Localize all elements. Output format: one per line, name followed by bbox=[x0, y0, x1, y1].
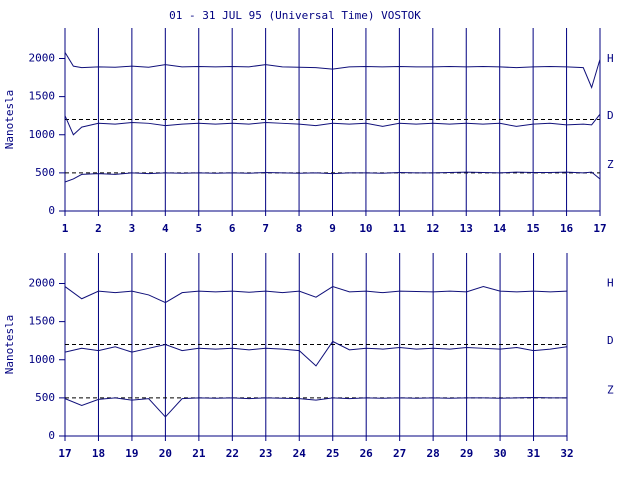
x-tick-label: 30 bbox=[493, 447, 506, 460]
x-tick-label: 12 bbox=[426, 222, 439, 235]
y-tick-label: 0 bbox=[48, 204, 55, 217]
x-tick-label: 5 bbox=[195, 222, 202, 235]
y-tick-label: 1000 bbox=[29, 353, 56, 366]
x-tick-label: 29 bbox=[460, 447, 473, 460]
series-label: Z bbox=[607, 383, 614, 396]
x-tick-label: 20 bbox=[159, 447, 172, 460]
y-tick-label: 2000 bbox=[29, 52, 56, 65]
y-tick-label: 1500 bbox=[29, 315, 56, 328]
y-tick-label: 500 bbox=[35, 166, 55, 179]
x-tick-label: 4 bbox=[162, 222, 169, 235]
series-line bbox=[64, 113, 601, 136]
y-tick-label: 1000 bbox=[29, 128, 56, 141]
x-tick-label: 17 bbox=[593, 222, 606, 235]
series-line bbox=[64, 396, 567, 418]
x-tick-label: 11 bbox=[393, 222, 407, 235]
series-line bbox=[64, 171, 601, 183]
y-tick-label: 0 bbox=[48, 429, 55, 442]
x-tick-label: 8 bbox=[296, 222, 303, 235]
y-tick-label: 500 bbox=[35, 391, 55, 404]
series-label: H bbox=[607, 52, 614, 65]
x-tick-label: 1 bbox=[62, 222, 69, 235]
x-tick-label: 9 bbox=[329, 222, 336, 235]
x-tick-label: 13 bbox=[460, 222, 473, 235]
x-tick-label: 18 bbox=[92, 447, 105, 460]
series-label: D bbox=[607, 109, 614, 122]
x-tick-label: 7 bbox=[262, 222, 269, 235]
series-label: Z bbox=[607, 158, 614, 171]
x-tick-label: 23 bbox=[259, 447, 272, 460]
x-tick-label: 31 bbox=[527, 447, 541, 460]
y-tick-label: 2000 bbox=[29, 277, 56, 290]
x-tick-label: 3 bbox=[129, 222, 136, 235]
series-line bbox=[64, 286, 568, 304]
x-tick-label: 32 bbox=[560, 447, 573, 460]
x-tick-label: 16 bbox=[560, 222, 574, 235]
series-line bbox=[64, 340, 568, 367]
series-label: D bbox=[607, 334, 614, 347]
x-tick-label: 14 bbox=[493, 222, 507, 235]
x-tick-label: 25 bbox=[326, 447, 339, 460]
x-tick-label: 2 bbox=[95, 222, 102, 235]
x-tick-label: 15 bbox=[527, 222, 540, 235]
x-tick-label: 22 bbox=[226, 447, 239, 460]
series-label: H bbox=[607, 277, 614, 290]
x-tick-label: 10 bbox=[359, 222, 372, 235]
y-axis-label: Nanotesla bbox=[3, 315, 16, 375]
series-line bbox=[64, 52, 601, 89]
y-axis-label: Nanotesla bbox=[3, 90, 16, 150]
x-tick-label: 21 bbox=[192, 447, 206, 460]
chart-title: 01 - 31 JUL 95 (Universal Time) VOSTOK bbox=[169, 9, 421, 22]
x-tick-label: 24 bbox=[293, 447, 307, 460]
x-tick-label: 17 bbox=[58, 447, 71, 460]
x-tick-label: 26 bbox=[360, 447, 374, 460]
x-tick-label: 19 bbox=[125, 447, 138, 460]
x-tick-label: 6 bbox=[229, 222, 236, 235]
x-tick-label: 27 bbox=[393, 447, 406, 460]
y-tick-label: 1500 bbox=[29, 90, 56, 103]
x-tick-label: 28 bbox=[427, 447, 440, 460]
